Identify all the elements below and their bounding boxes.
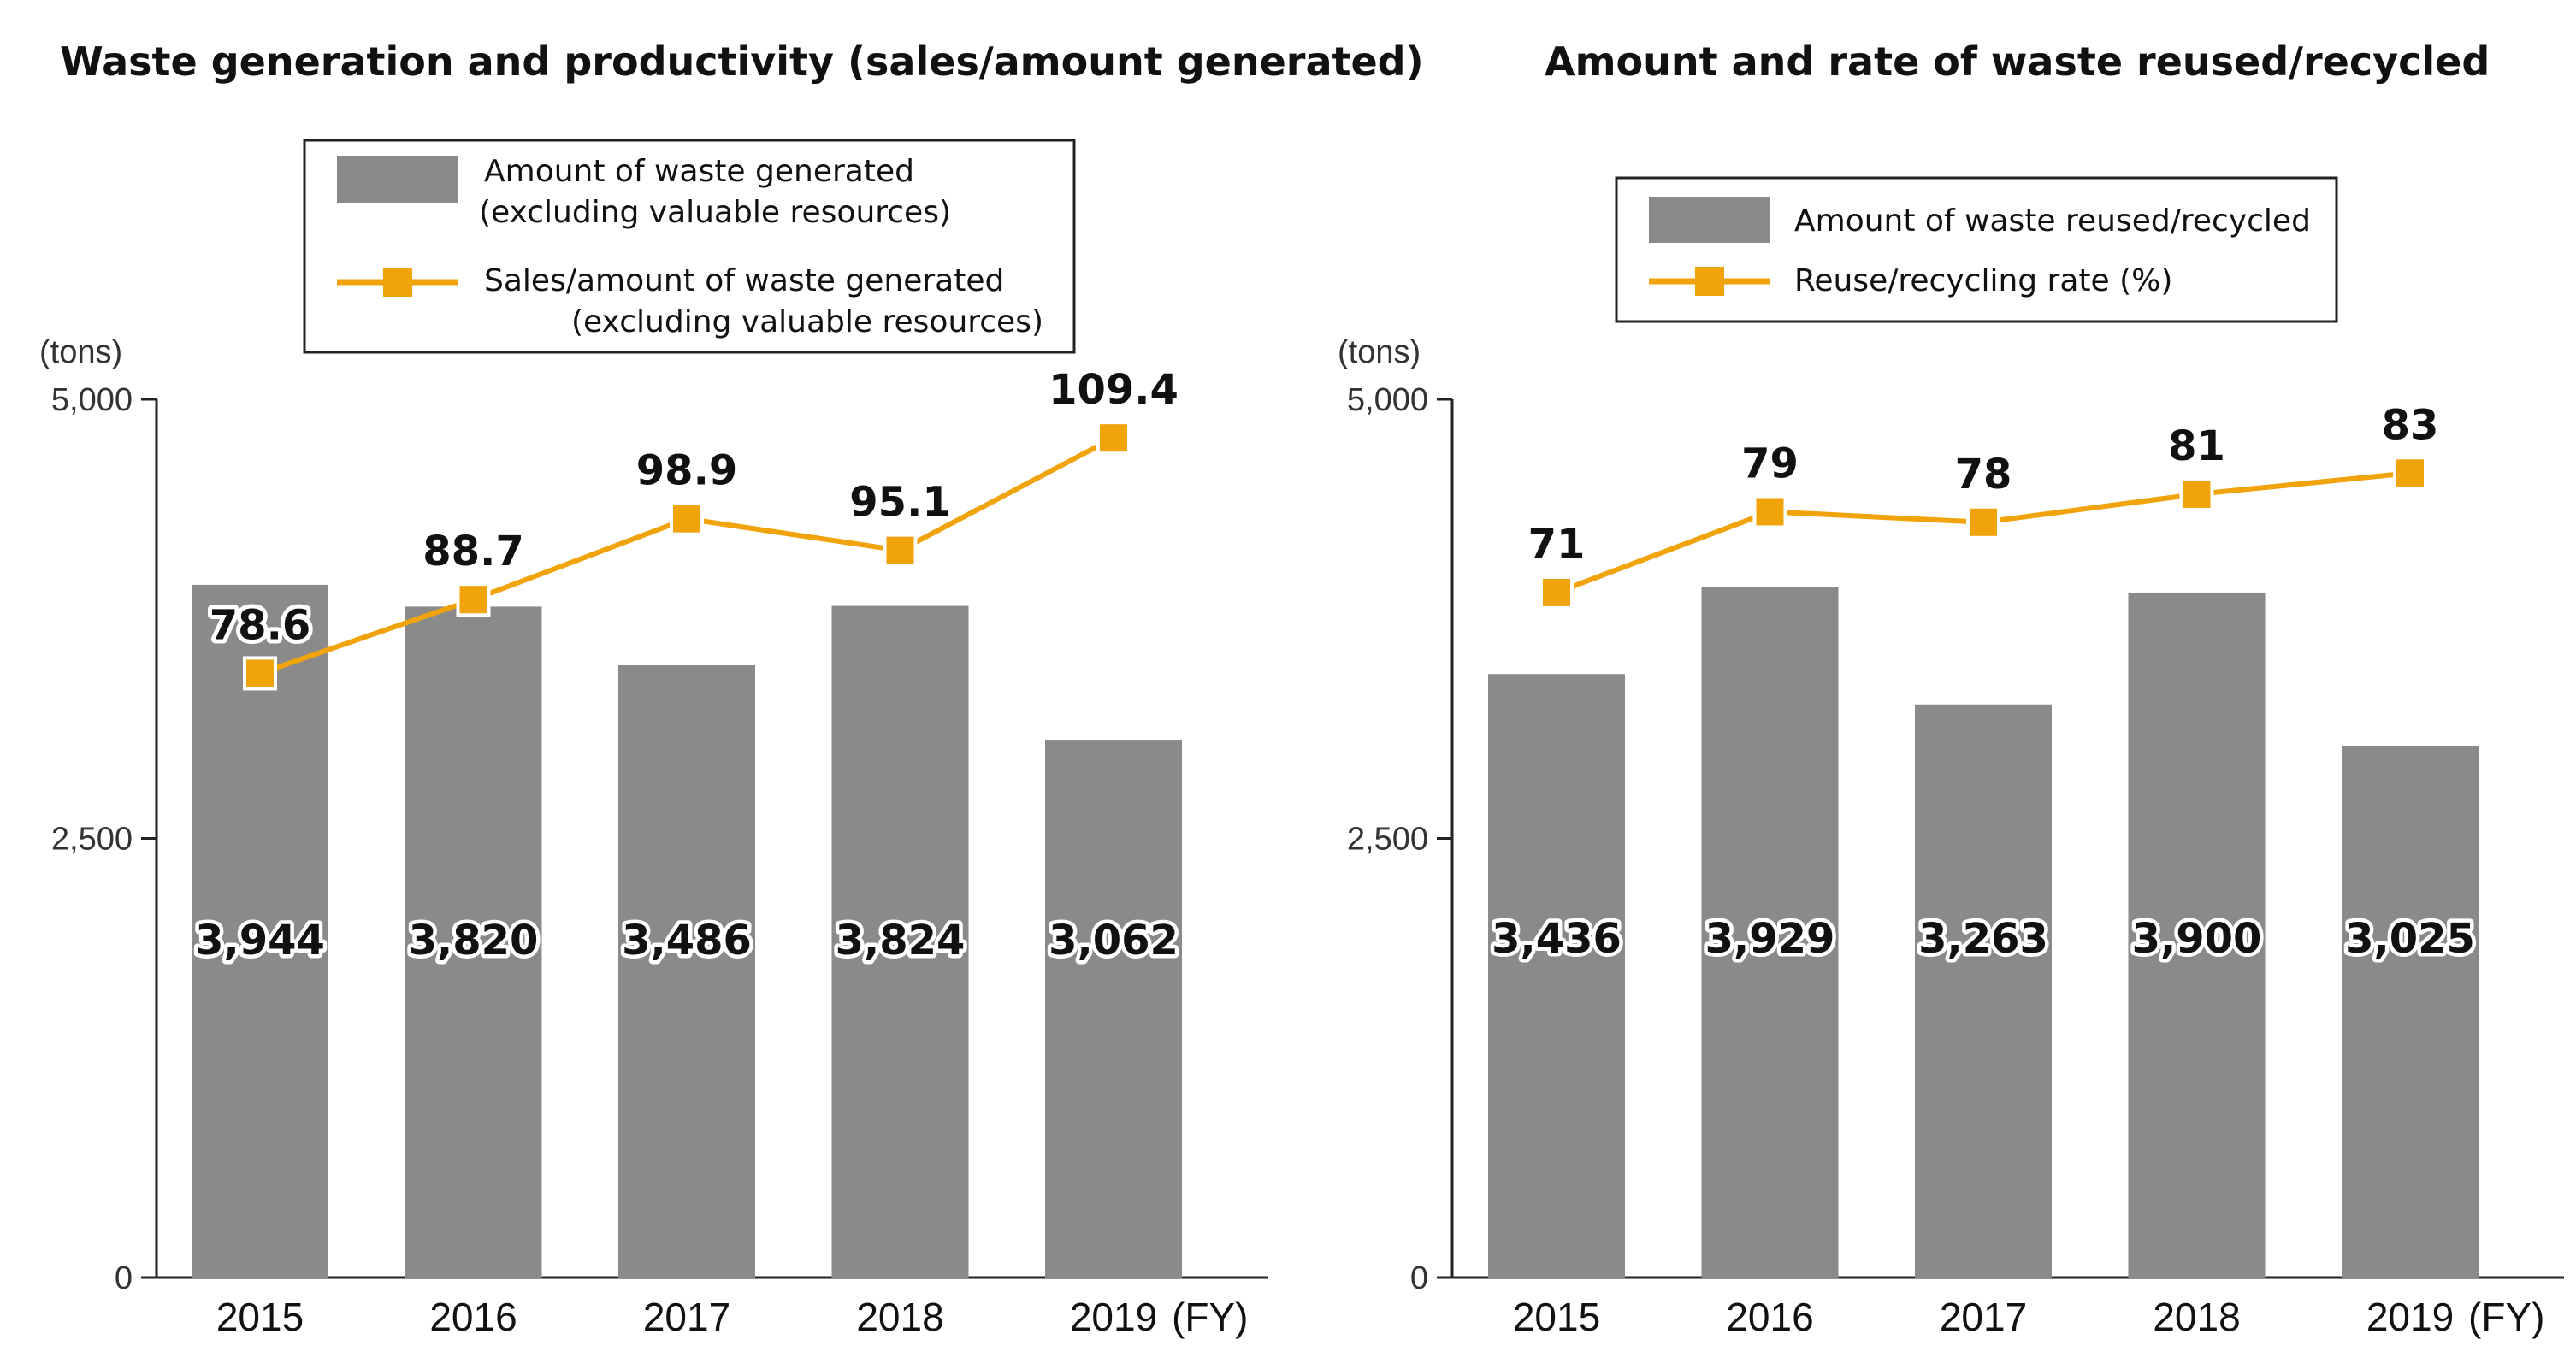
bar-value-label: 3,929: [1705, 915, 1835, 963]
line-point: [2179, 476, 2214, 511]
bar: [1045, 740, 1182, 1278]
bar-value-label: 3,486: [622, 917, 752, 965]
bar: [2342, 746, 2479, 1278]
line-point: [2393, 456, 2427, 491]
bar-value-label: 3,062: [1049, 917, 1179, 965]
legend-bar-label: Amount of waste reused/recycled: [1794, 204, 2311, 239]
y-axis-unit: (tons): [39, 334, 122, 370]
x-axis-unit: (FY): [1172, 1295, 1248, 1339]
x-tick-label: 2016: [429, 1295, 517, 1339]
x-tick-label: 2018: [856, 1295, 943, 1339]
legend-bar-label-note: (excluding valuable resources): [479, 195, 951, 230]
line-value-label: 78.6: [210, 601, 310, 649]
bar-value-label: 3,824: [836, 917, 966, 965]
chart-waste-recycled: Amount and rate of waste reused/recycled…: [1338, 38, 2564, 1339]
bar-value-label: 3,944: [195, 917, 325, 965]
bar: [831, 605, 969, 1278]
legend: Amount of waste reused/recycled Reuse/re…: [1615, 176, 2338, 323]
line-point: [456, 582, 491, 617]
chart-waste-generation: Waste generation and productivity (sales…: [39, 38, 1424, 1339]
x-tick-label: 2016: [1726, 1295, 1813, 1339]
plot-area: 0 2,500 5,000 3,944 2015 3,820 2016 3,486 2017 3,…: [51, 362, 1268, 1339]
legend-line-marker: [383, 268, 412, 297]
bar: [192, 584, 328, 1278]
bar-value-label: 3,900: [2132, 915, 2262, 963]
y-tick-label: 2,500: [51, 822, 133, 858]
x-tick-label: 2017: [643, 1295, 730, 1339]
line-value-label: 78: [1955, 451, 2012, 499]
x-tick-label: 2015: [1513, 1295, 1600, 1339]
line-point: [1096, 421, 1131, 456]
legend: Amount of waste generated (excluding val…: [303, 139, 1076, 354]
line-value-label: 95.1: [849, 479, 950, 527]
chart-title: Waste generation and productivity (sales…: [60, 38, 1424, 85]
y-tick-label: 2,500: [1347, 822, 1428, 858]
legend-line-label: Sales/amount of waste generated: [484, 263, 1004, 298]
x-axis-unit: (FY): [2468, 1295, 2544, 1339]
legend-bar-label: Amount of waste generated: [484, 154, 914, 189]
line-value-label: 81: [2168, 422, 2225, 470]
line-value-label: 88.7: [422, 528, 523, 575]
x-tick-label: 2017: [1940, 1295, 2027, 1339]
x-tick-label: 2018: [2153, 1295, 2240, 1339]
y-tick-label: 0: [1410, 1260, 1428, 1296]
bar: [618, 664, 755, 1278]
legend-line-label-note: (excluding valuable resources): [571, 304, 1043, 339]
legend-line-label: Reuse/recycling rate (%): [1794, 263, 2172, 298]
legend-bar-swatch: [337, 156, 458, 203]
y-axis-unit: (tons): [1338, 334, 1421, 370]
bar: [1701, 587, 1839, 1278]
y-tick-label: 5,000: [1347, 382, 1428, 418]
line-value-label: 79: [1741, 440, 1799, 487]
x-tick-label: 2019: [2366, 1295, 2454, 1339]
bar-value-label: 3,436: [1492, 915, 1622, 963]
line-value-label: 98.9: [636, 447, 737, 495]
bar: [405, 606, 542, 1278]
chart-title: Amount and rate of waste reused/recycled: [1545, 38, 2490, 85]
plot-area: 0 2,500 5,000 3,436 2015 3,929 2016 3,263 2017 3,…: [1347, 382, 2564, 1339]
bar: [1488, 674, 1625, 1278]
bar-value-label: 3,263: [1918, 915, 2048, 963]
line-point: [1539, 575, 1574, 610]
line-point: [670, 501, 704, 536]
x-tick-label: 2019: [1070, 1295, 1157, 1339]
x-tick-label: 2015: [216, 1295, 304, 1339]
line-point: [883, 533, 918, 568]
line-value-label: 109.4: [1049, 366, 1179, 414]
y-tick-label: 5,000: [51, 382, 133, 418]
line-value-label: 71: [1528, 521, 1586, 569]
bar-value-label: 3,820: [409, 917, 539, 965]
legend-line-marker: [1695, 267, 1724, 296]
y-tick-label: 0: [115, 1260, 133, 1296]
line-point: [1752, 494, 1787, 529]
line-point: [1966, 505, 2000, 540]
line-point: [243, 656, 277, 691]
line-value-label: 83: [2382, 401, 2439, 449]
bar: [2128, 592, 2266, 1278]
bar: [1915, 704, 2052, 1278]
bar-value-label: 3,025: [2345, 915, 2475, 963]
legend-bar-swatch: [1649, 197, 1770, 243]
